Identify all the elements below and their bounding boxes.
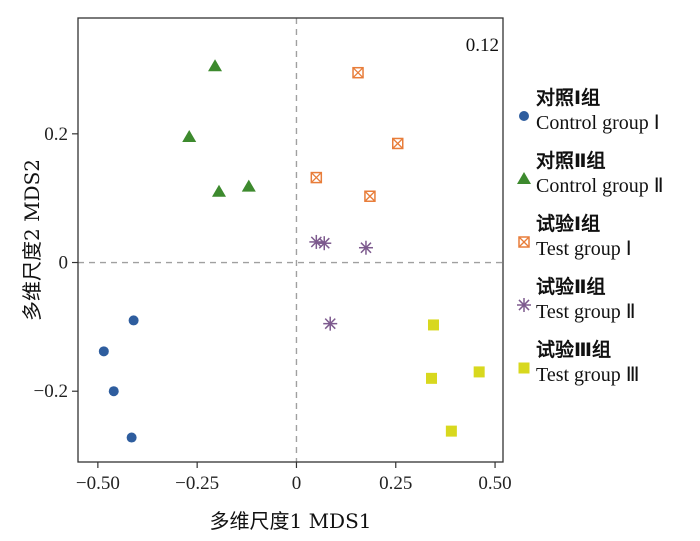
legend-marker bbox=[518, 362, 530, 374]
data-point bbox=[352, 66, 364, 79]
legend-marker bbox=[517, 298, 531, 312]
legend-item: 对照Ⅰ组 Control group Ⅰ bbox=[519, 86, 660, 134]
legend-label-en: Control group Ⅰ bbox=[536, 112, 660, 134]
legend: 对照Ⅰ组 Control group Ⅰ 对照Ⅱ组 Control group Ⅱ 试验… bbox=[517, 86, 664, 386]
data-point bbox=[445, 425, 457, 437]
data-point bbox=[323, 316, 338, 331]
legend-label-zh: 试验Ⅰ组 bbox=[536, 212, 600, 235]
data-points bbox=[98, 59, 485, 443]
data-point bbox=[310, 171, 323, 184]
data-point bbox=[208, 59, 223, 72]
legend-label-zh: 对照Ⅰ组 bbox=[536, 86, 600, 109]
legend-item: 试验Ⅱ组 Test group Ⅱ bbox=[517, 275, 636, 323]
legend-label-en: Test group Ⅰ bbox=[536, 238, 632, 260]
data-point bbox=[309, 234, 324, 249]
y-axis-title: 多维尺度2 MDS2 bbox=[20, 159, 44, 321]
data-point bbox=[473, 366, 485, 378]
data-point bbox=[317, 236, 332, 251]
data-point bbox=[182, 130, 197, 143]
legend-item: 对照Ⅱ组 Control group Ⅱ bbox=[517, 149, 664, 197]
data-point bbox=[241, 179, 256, 192]
legend-label-zh: 试验Ⅱ组 bbox=[536, 275, 606, 298]
x-tick-label: −0.50 bbox=[76, 473, 120, 494]
legend-marker bbox=[519, 111, 529, 121]
data-point bbox=[427, 319, 439, 331]
plot-frame bbox=[77, 17, 504, 463]
legend-item: 试验Ⅲ组 Test group Ⅲ bbox=[518, 338, 640, 386]
data-point bbox=[391, 137, 404, 150]
legend-label-en: Test group Ⅱ bbox=[536, 301, 636, 323]
stress-annotation: 0.12 bbox=[466, 35, 499, 56]
x-axis-title: 多维尺度1 MDS1 bbox=[209, 509, 371, 533]
data-point bbox=[364, 190, 376, 202]
data-point bbox=[212, 184, 227, 197]
data-point bbox=[98, 346, 109, 357]
x-tick-label: 0.50 bbox=[478, 473, 511, 494]
legend-item: 试验Ⅰ组 Test group Ⅰ bbox=[518, 212, 632, 260]
legend-marker bbox=[518, 236, 530, 248]
reference-lines bbox=[78, 18, 503, 462]
axis-ticks: −0.50 −0.25 0 0.25 0.50 0.2 0 −0.2 bbox=[34, 124, 512, 494]
legend-label-zh: 对照Ⅱ组 bbox=[536, 149, 606, 172]
y-tick-label: 0 bbox=[59, 253, 69, 274]
y-tick-label: −0.2 bbox=[34, 381, 68, 402]
legend-label-zh: 试验Ⅲ组 bbox=[536, 338, 611, 361]
data-point bbox=[126, 432, 137, 443]
legend-label-en: Test group Ⅲ bbox=[536, 364, 640, 386]
legend-label-en: Control group Ⅱ bbox=[536, 175, 664, 197]
y-tick-label: 0.2 bbox=[44, 124, 68, 145]
x-tick-label: 0 bbox=[292, 473, 302, 494]
x-tick-label: −0.25 bbox=[175, 473, 219, 494]
data-point bbox=[128, 315, 139, 326]
data-point bbox=[358, 240, 373, 255]
x-tick-label: 0.25 bbox=[379, 473, 412, 494]
legend-marker bbox=[517, 172, 531, 184]
data-point bbox=[426, 372, 438, 384]
data-point bbox=[108, 386, 119, 397]
